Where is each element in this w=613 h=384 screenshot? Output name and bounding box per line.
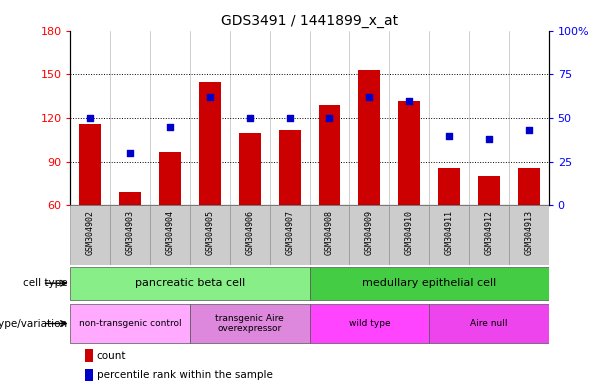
- Text: non-transgenic control: non-transgenic control: [79, 319, 181, 328]
- Point: [364, 94, 374, 100]
- Bar: [359, 70, 380, 205]
- Text: GSM304909: GSM304909: [365, 210, 374, 255]
- Bar: [349, 205, 389, 265]
- Title: GDS3491 / 1441899_x_at: GDS3491 / 1441899_x_at: [221, 14, 398, 28]
- Bar: [469, 205, 509, 265]
- Text: GSM304907: GSM304907: [285, 210, 294, 255]
- Text: wild type: wild type: [349, 319, 390, 328]
- Point: [125, 150, 135, 156]
- Point: [524, 127, 533, 133]
- Bar: [230, 205, 270, 265]
- Bar: [70, 304, 190, 343]
- Bar: [80, 124, 101, 205]
- Bar: [478, 176, 500, 205]
- Text: GSM304903: GSM304903: [126, 210, 135, 255]
- Point: [245, 115, 255, 121]
- Text: GSM304905: GSM304905: [205, 210, 215, 255]
- Text: GSM304902: GSM304902: [86, 210, 95, 255]
- Point: [325, 115, 335, 121]
- Bar: [310, 267, 549, 300]
- Bar: [120, 192, 141, 205]
- Bar: [518, 167, 539, 205]
- Text: transgenic Aire
overexpressor: transgenic Aire overexpressor: [215, 314, 284, 333]
- Point: [166, 124, 175, 130]
- Bar: [429, 205, 469, 265]
- Bar: [70, 267, 310, 300]
- Text: GSM304911: GSM304911: [444, 210, 454, 255]
- Bar: [239, 132, 261, 205]
- Bar: [429, 304, 549, 343]
- Text: GSM304912: GSM304912: [484, 210, 493, 255]
- Text: percentile rank within the sample: percentile rank within the sample: [97, 370, 273, 380]
- Bar: [279, 130, 300, 205]
- Bar: [389, 205, 429, 265]
- Bar: [310, 205, 349, 265]
- Bar: [190, 304, 310, 343]
- Bar: [159, 152, 181, 205]
- Bar: [110, 205, 150, 265]
- Bar: [509, 205, 549, 265]
- Text: GSM304908: GSM304908: [325, 210, 334, 255]
- Bar: [199, 82, 221, 205]
- Bar: [70, 205, 110, 265]
- Text: GSM304904: GSM304904: [166, 210, 175, 255]
- Point: [86, 115, 96, 121]
- Bar: [398, 101, 420, 205]
- Bar: [85, 349, 93, 362]
- Point: [444, 132, 454, 139]
- Text: medullary epithelial cell: medullary epithelial cell: [362, 278, 497, 288]
- Point: [284, 115, 294, 121]
- Point: [484, 136, 494, 142]
- Bar: [310, 304, 429, 343]
- Text: GSM304910: GSM304910: [405, 210, 414, 255]
- Text: cell type: cell type: [23, 278, 67, 288]
- Bar: [438, 167, 460, 205]
- Bar: [319, 105, 340, 205]
- Text: genotype/variation: genotype/variation: [0, 318, 67, 329]
- Text: GSM304913: GSM304913: [524, 210, 533, 255]
- Point: [405, 98, 414, 104]
- Bar: [85, 369, 93, 381]
- Bar: [190, 205, 230, 265]
- Point: [205, 94, 215, 100]
- Text: Aire null: Aire null: [470, 319, 508, 328]
- Text: count: count: [97, 351, 126, 361]
- Text: GSM304906: GSM304906: [245, 210, 254, 255]
- Bar: [270, 205, 310, 265]
- Bar: [150, 205, 190, 265]
- Text: pancreatic beta cell: pancreatic beta cell: [135, 278, 245, 288]
